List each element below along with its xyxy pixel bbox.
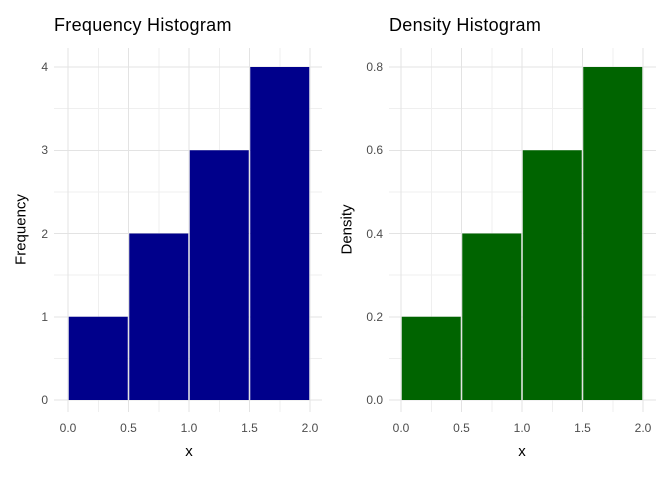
histogram-bar: [68, 316, 128, 400]
y-tick-label: 0.6: [366, 143, 383, 158]
histogram-bar: [462, 233, 522, 400]
y-tick-label: 2: [41, 226, 48, 241]
x-tick-label: 2.0: [634, 421, 652, 435]
x-tick-label: 1.5: [574, 421, 591, 435]
left-x-axis-title: x: [185, 443, 193, 460]
y-tick-label: 0.0: [366, 393, 383, 407]
x-tick-label: 0.0: [59, 421, 77, 435]
y-tick-label: 0.2: [366, 309, 383, 324]
x-tick-label: 1.5: [241, 421, 258, 435]
y-tick-label: 1: [41, 309, 48, 324]
y-tick-label: 4: [41, 60, 48, 74]
histogram-bar: [250, 67, 310, 400]
y-tick-label: 0: [41, 393, 48, 407]
histogram-bar: [583, 67, 643, 400]
histogram-bar: [189, 150, 249, 400]
y-tick-label: 0.4: [366, 226, 383, 241]
histogram-bar: [522, 150, 582, 400]
x-tick-label: 1.0: [180, 421, 198, 435]
left-chart-title: Frequency Histogram: [54, 15, 232, 35]
x-tick-label: 0.5: [453, 421, 470, 435]
x-tick-label: 2.0: [301, 421, 319, 435]
x-tick-label: 0.0: [392, 421, 410, 435]
right-x-axis-title: x: [518, 443, 526, 460]
y-tick-label: 3: [41, 143, 48, 158]
y-tick-label: 0.8: [366, 60, 383, 74]
x-tick-label: 0.5: [120, 421, 137, 435]
histogram-bar: [129, 233, 189, 400]
histogram-bar: [401, 316, 461, 400]
right-chart-title: Density Histogram: [389, 15, 542, 35]
x-tick-label: 1.0: [513, 421, 531, 435]
